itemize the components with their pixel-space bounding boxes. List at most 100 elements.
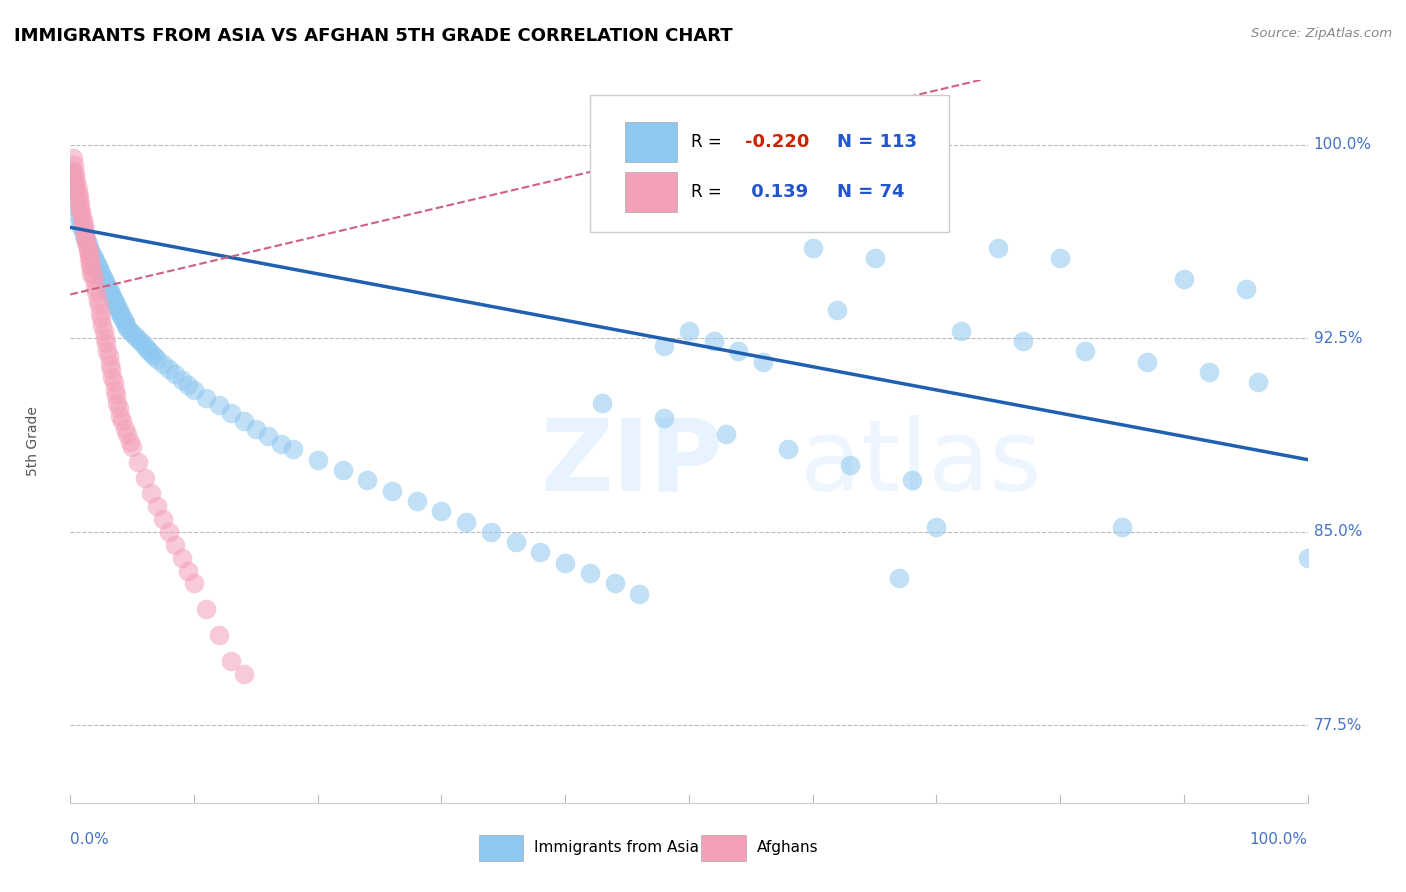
Point xyxy=(838,458,860,472)
Point xyxy=(245,422,267,436)
Point xyxy=(115,426,138,441)
Point xyxy=(134,339,156,353)
Point xyxy=(98,357,121,371)
Point xyxy=(152,357,174,371)
Point xyxy=(97,282,120,296)
Point xyxy=(72,215,94,229)
Point xyxy=(104,295,127,310)
Point xyxy=(114,316,136,330)
Point xyxy=(73,228,96,243)
Point xyxy=(105,298,128,312)
Point xyxy=(714,426,737,441)
Point xyxy=(84,285,107,299)
Point xyxy=(141,347,163,361)
Point xyxy=(84,279,107,293)
Point xyxy=(115,321,138,335)
Text: IMMIGRANTS FROM ASIA VS AFGHAN 5TH GRADE CORRELATION CHART: IMMIGRANTS FROM ASIA VS AFGHAN 5TH GRADE… xyxy=(14,27,733,45)
Point xyxy=(195,602,218,616)
Point xyxy=(91,318,114,333)
Point xyxy=(208,398,231,412)
Point xyxy=(170,550,193,565)
Point xyxy=(100,362,122,376)
Point xyxy=(678,324,700,338)
Text: atlas: atlas xyxy=(800,415,1042,512)
Point xyxy=(827,302,849,317)
Point xyxy=(94,331,117,345)
Point xyxy=(591,396,613,410)
Point xyxy=(62,151,84,165)
Point xyxy=(1234,282,1257,296)
Point xyxy=(356,473,378,487)
Point xyxy=(82,267,104,281)
Point xyxy=(93,324,115,338)
Point xyxy=(87,298,110,312)
Point xyxy=(219,654,242,668)
Point xyxy=(66,202,89,217)
Point xyxy=(90,267,112,281)
Point xyxy=(83,272,105,286)
Point xyxy=(146,499,169,513)
Point xyxy=(332,463,354,477)
Text: Source: ZipAtlas.com: Source: ZipAtlas.com xyxy=(1251,27,1392,40)
Point xyxy=(111,310,134,325)
Point xyxy=(105,388,128,402)
Point xyxy=(479,524,502,539)
Point xyxy=(76,244,98,258)
Point xyxy=(79,244,101,258)
Point xyxy=(112,313,135,327)
Point xyxy=(1173,272,1195,286)
Point xyxy=(183,383,205,397)
Point xyxy=(127,455,149,469)
Point xyxy=(456,515,478,529)
Point xyxy=(430,504,453,518)
Point xyxy=(100,287,122,301)
Point xyxy=(76,241,98,255)
Text: -0.220: -0.220 xyxy=(745,133,808,151)
Point xyxy=(91,269,114,284)
Point xyxy=(86,293,108,307)
Point xyxy=(75,228,97,243)
Point xyxy=(108,305,131,319)
Text: Afghans: Afghans xyxy=(756,840,818,855)
Point xyxy=(134,470,156,484)
Point xyxy=(62,163,84,178)
Point xyxy=(63,158,86,172)
Text: 92.5%: 92.5% xyxy=(1313,331,1362,346)
Point xyxy=(80,259,103,273)
Point xyxy=(103,293,125,307)
Point xyxy=(703,334,725,348)
Point xyxy=(270,437,292,451)
Point xyxy=(77,252,100,266)
Point xyxy=(98,285,121,299)
FancyBboxPatch shape xyxy=(624,122,676,161)
Point xyxy=(72,212,94,227)
Point xyxy=(63,169,86,183)
Point xyxy=(219,406,242,420)
Point xyxy=(80,246,103,260)
Point xyxy=(105,396,128,410)
Text: R =: R = xyxy=(692,133,727,151)
Point xyxy=(139,486,162,500)
Point xyxy=(405,494,427,508)
Point xyxy=(121,326,143,340)
Point xyxy=(69,215,91,229)
Point xyxy=(105,301,128,315)
Point xyxy=(1247,375,1270,389)
Point xyxy=(72,223,94,237)
Point xyxy=(118,324,141,338)
Point xyxy=(505,535,527,549)
Point xyxy=(1012,334,1035,348)
Point xyxy=(79,259,101,273)
Point xyxy=(73,220,96,235)
Point xyxy=(82,249,104,263)
Point xyxy=(65,177,87,191)
Point xyxy=(107,401,129,415)
Text: 100.0%: 100.0% xyxy=(1313,137,1372,153)
Point xyxy=(97,350,120,364)
Point xyxy=(157,362,180,376)
Point xyxy=(65,184,87,198)
Point xyxy=(889,571,911,585)
Point xyxy=(529,545,551,559)
Point xyxy=(65,166,87,180)
Point xyxy=(70,220,93,235)
